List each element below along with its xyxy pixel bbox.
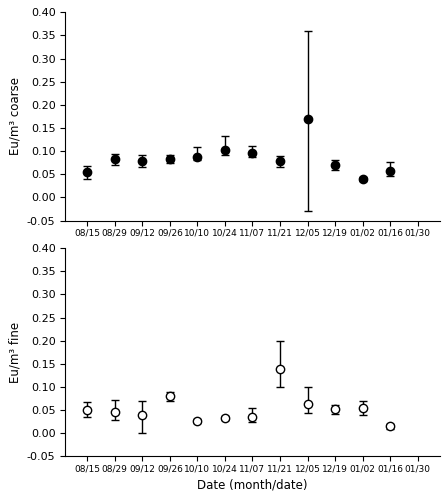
Y-axis label: Eu/m³ coarse: Eu/m³ coarse bbox=[9, 78, 22, 156]
X-axis label: Date (month/date): Date (month/date) bbox=[197, 478, 308, 492]
Y-axis label: Eu/m³ fine: Eu/m³ fine bbox=[9, 322, 22, 383]
